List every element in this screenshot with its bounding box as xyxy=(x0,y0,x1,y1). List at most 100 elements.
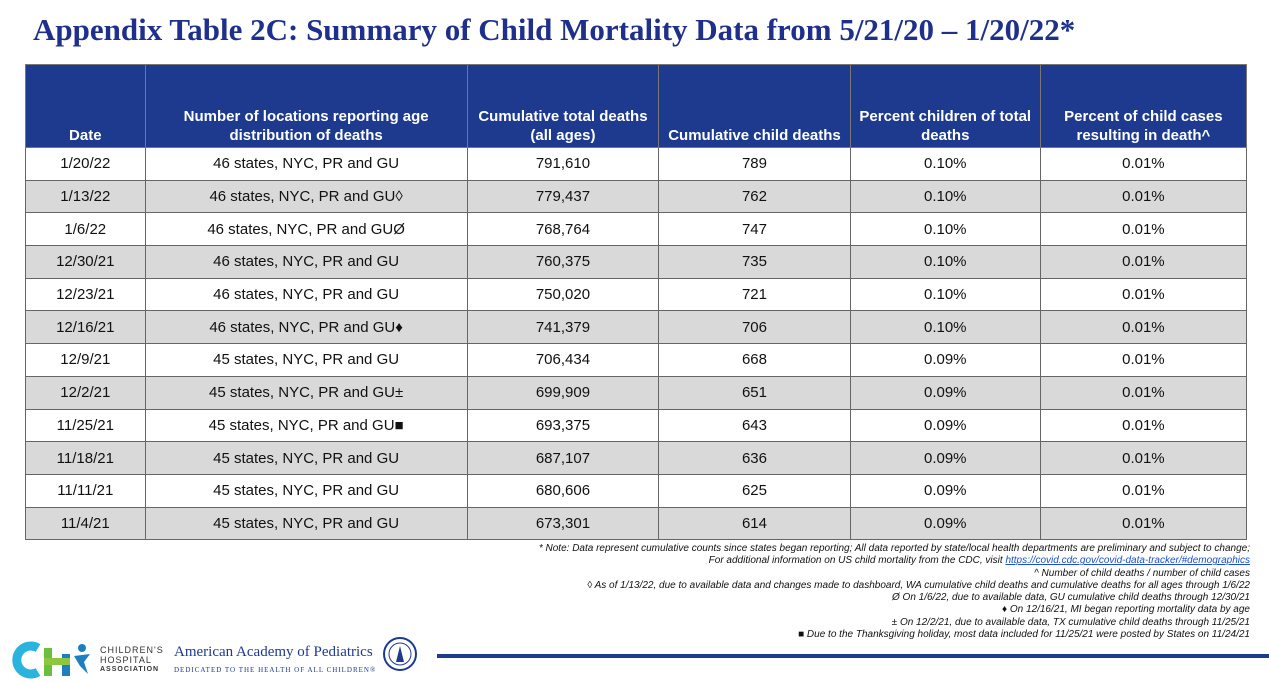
table-cell: 614 xyxy=(658,506,851,541)
table-header: Date Number of locations reporting age di… xyxy=(25,64,1248,148)
table-cell: 46 states, NYC, PR and GU◊ xyxy=(144,179,468,214)
table-cell: 11/11/21 xyxy=(25,473,146,508)
table-cell: 673,301 xyxy=(466,506,660,541)
logo-figure xyxy=(74,654,90,674)
table-cell: 0.10% xyxy=(849,179,1041,214)
logo-c xyxy=(12,641,41,679)
cha-line: HOSPITAL xyxy=(100,655,152,665)
header-row: Date Number of locations reporting age di… xyxy=(25,64,1248,148)
title: Appendix Table 2C: Summary of Child Mort… xyxy=(33,12,1076,47)
table-cell: 46 states, NYC, PR and GU xyxy=(144,147,468,181)
table-cell: 636 xyxy=(658,441,851,475)
table-cell: 46 states, NYC, PR and GU xyxy=(144,245,468,279)
table-cell: 0.01% xyxy=(1039,147,1248,181)
table-cell: 706,434 xyxy=(466,343,660,377)
data-table: Date Number of locations reporting age di… xyxy=(25,64,1248,541)
table-cell: 706 xyxy=(658,310,851,345)
header-cell: Percent of child cases resulting in deat… xyxy=(1039,64,1248,148)
seal-ring xyxy=(383,637,417,671)
table-cell: 0.01% xyxy=(1039,408,1248,443)
note-line: Ø On 1/6/22, due to available data, GU c… xyxy=(891,592,1250,604)
table-cell: 0.09% xyxy=(849,506,1041,541)
table-row: 1/6/22 46 states, NYC, PR and GUØ 768,764 7… xyxy=(25,212,1248,247)
cha-line: ASSOCIATION xyxy=(100,666,160,673)
table-cell: 750,020 xyxy=(466,277,660,312)
table-cell: 0.09% xyxy=(849,375,1041,410)
table-cell: 11/4/21 xyxy=(25,506,146,541)
footer-bar xyxy=(437,654,1269,658)
aap-seal xyxy=(383,637,417,671)
table-row: 11/18/21 45 states, NYC, PR and GU 687,107… xyxy=(25,441,1248,475)
aap-name: American Academy of Pediatrics xyxy=(174,644,373,660)
table-cell: 45 states, NYC, PR and GU xyxy=(144,441,468,475)
cdc-link[interactable]: https://covid.cdc.gov/covid-data-tracker… xyxy=(1005,555,1250,567)
table-cell: 0.01% xyxy=(1039,245,1248,279)
table-cell: 46 states, NYC, PR and GU♦ xyxy=(144,310,468,345)
table-cell: 651 xyxy=(658,375,851,410)
table-cell: 0.10% xyxy=(849,310,1041,345)
note-lines: ^ Number of child deaths / number of chi… xyxy=(539,568,1250,642)
table-cell: 721 xyxy=(658,277,851,312)
table-cell: 0.10% xyxy=(849,147,1041,181)
table-cell: 0.01% xyxy=(1039,212,1248,247)
table-cell: 680,606 xyxy=(466,473,660,508)
note-line: ■ Due to the Thanksgiving holiday, most … xyxy=(798,629,1250,641)
table-cell: 625 xyxy=(658,473,851,508)
table-row: 11/4/21 45 states, NYC, PR and GU 673,301 6… xyxy=(25,506,1248,541)
table-cell: 12/30/21 xyxy=(25,245,146,279)
cha-line: CHILDREN'S xyxy=(100,645,164,655)
table-cell: 45 states, NYC, PR and GU xyxy=(144,343,468,377)
table-cell: 1/20/22 xyxy=(25,147,146,181)
table-cell: 0.09% xyxy=(849,408,1041,443)
table-body: 1/20/22 46 states, NYC, PR and GU 791,610 7… xyxy=(25,147,1248,541)
table-row: 11/25/21 45 states, NYC, PR and GU■ 693,37… xyxy=(25,408,1248,443)
table-cell: 0.01% xyxy=(1039,375,1248,410)
cha-text: CHILDREN'S HOSPITAL ASSOCIATION xyxy=(100,645,164,675)
table-cell: 0.01% xyxy=(1039,179,1248,214)
table-cell: 693,375 xyxy=(466,408,660,443)
note-line: ◊ As of 1/13/22, due to available data a… xyxy=(587,579,1250,591)
table-cell: 0.09% xyxy=(849,343,1041,377)
table-cell: 699,909 xyxy=(466,375,660,410)
table-row: 11/11/21 45 states, NYC, PR and GU 680,606… xyxy=(25,473,1248,508)
note-line: ± On 12/2/21, due to available data, TX … xyxy=(891,616,1250,628)
header-cell: Percent children of total deaths xyxy=(849,64,1041,148)
cdc-text: For additional information on US child m… xyxy=(708,555,1006,567)
table-cell: 0.10% xyxy=(849,212,1041,247)
table-cell: 741,379 xyxy=(466,310,660,345)
table-cell: 45 states, NYC, PR and GU xyxy=(144,506,468,541)
table-cell: 1/6/22 xyxy=(25,212,146,247)
table-cell: 12/9/21 xyxy=(25,343,146,377)
table-cell: 12/16/21 xyxy=(25,310,146,345)
table-cell: 0.09% xyxy=(849,473,1041,508)
table-cell: 0.01% xyxy=(1039,310,1248,345)
table-cell: 762 xyxy=(658,179,851,214)
table-row: 1/20/22 46 states, NYC, PR and GU 791,610 7… xyxy=(25,147,1248,181)
table-cell: 12/23/21 xyxy=(25,277,146,312)
table-cell: 46 states, NYC, PR and GUØ xyxy=(144,212,468,247)
cdc-note: For additional information on US child m… xyxy=(539,555,1250,567)
seal-ring xyxy=(388,642,412,666)
table-cell: 11/18/21 xyxy=(25,441,146,475)
table-cell: 0.01% xyxy=(1039,441,1248,475)
table-cell: 687,107 xyxy=(466,441,660,475)
table-row: 12/16/21 46 states, NYC, PR and GU♦ 741,37… xyxy=(25,310,1248,345)
logo-figure xyxy=(78,644,86,652)
table-cell: 789 xyxy=(658,147,851,181)
table-row: 12/9/21 45 states, NYC, PR and GU 706,434 6… xyxy=(25,343,1248,377)
table-cell: 0.09% xyxy=(849,441,1041,475)
table-row: 12/30/21 46 states, NYC, PR and GU 760,375… xyxy=(25,245,1248,279)
table-cell: 0.10% xyxy=(849,277,1041,312)
table-row: 12/23/21 46 states, NYC, PR and GU 750,020… xyxy=(25,277,1248,312)
table-cell: 0.01% xyxy=(1039,506,1248,541)
cha-logo xyxy=(12,641,90,679)
table-cell: 1/13/22 xyxy=(25,179,146,214)
table-cell: 643 xyxy=(658,408,851,443)
table-cell: 11/25/21 xyxy=(25,408,146,443)
header-cell: Date xyxy=(25,64,146,148)
table-row: 12/2/21 45 states, NYC, PR and GU± 699,909… xyxy=(25,375,1248,410)
notes: * Note: Data represent cumulative counts… xyxy=(539,543,1250,641)
table-cell: 46 states, NYC, PR and GU xyxy=(144,277,468,312)
header-cell: Cumulative child deaths xyxy=(658,64,851,148)
